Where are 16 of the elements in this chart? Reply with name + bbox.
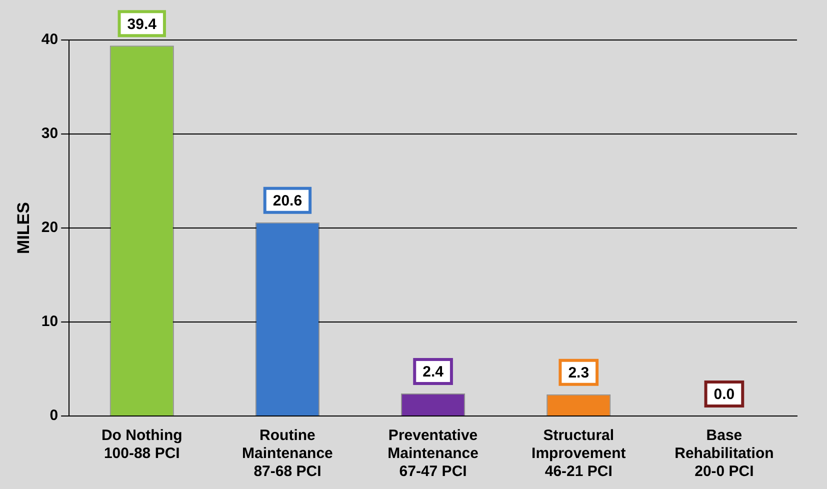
- data-label: 0.0: [714, 386, 735, 404]
- y-tick-label: 0: [50, 407, 58, 424]
- x-tick-label: Structural Improvement 46-21 PCI: [532, 427, 626, 480]
- x-tick-label: Do Nothing 100-88 PCI: [101, 427, 182, 462]
- x-tick-label: Routine Maintenance 87-68 PCI: [242, 427, 333, 480]
- x-tick-label: Base Rehabilitation 20-0 PCI: [674, 427, 774, 480]
- y-tick-label: 20: [41, 219, 58, 236]
- y-tick-label: 40: [41, 31, 58, 48]
- data-label: 20.6: [272, 192, 302, 210]
- data-label: 2.4: [422, 364, 444, 381]
- y-tick-label: 10: [41, 313, 58, 330]
- data-label: 2.3: [568, 364, 590, 382]
- x-tick-label: Preventative Maintenance 67-47 PCI: [388, 427, 478, 480]
- y-tick-label: 30: [41, 125, 58, 142]
- y-axis-title: MILES: [14, 202, 33, 254]
- data-label: 39.4: [127, 16, 158, 33]
